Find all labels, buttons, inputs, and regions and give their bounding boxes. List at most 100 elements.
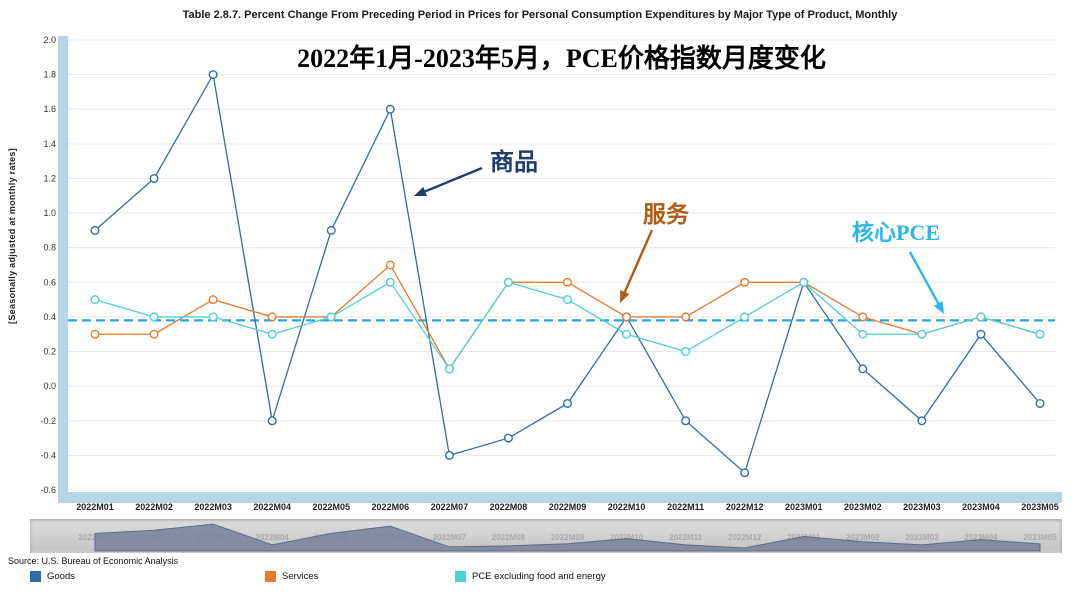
legend-label-goods: Goods <box>47 571 75 582</box>
x-tick-label: 2022M08 <box>490 502 528 512</box>
data-point <box>444 450 454 460</box>
data-point <box>563 277 573 287</box>
legend-label-services: Services <box>282 571 319 582</box>
navigator-series-silhouette <box>94 523 1041 552</box>
data-point <box>385 104 395 114</box>
data-point <box>208 295 218 305</box>
series-markers <box>90 70 1045 478</box>
data-point <box>326 225 336 235</box>
data-point <box>622 329 632 339</box>
x-tick-label: 2022M02 <box>135 502 173 512</box>
chart-header-title: Table 2.8.7. Percent Change From Precedi… <box>182 9 898 21</box>
data-point <box>267 329 277 339</box>
core-pce-swatch-icon <box>455 571 466 582</box>
legend-item-goods[interactable]: Goods <box>30 571 75 582</box>
x-tick-label: 2023M04 <box>962 502 1000 512</box>
data-point <box>976 329 986 339</box>
data-point <box>858 312 868 322</box>
data-point <box>740 277 750 287</box>
data-point <box>858 329 868 339</box>
x-tick-label: 2022M03 <box>194 502 232 512</box>
data-point <box>149 312 159 322</box>
series-line-0 <box>94 72 1041 474</box>
navigator-ghost-label: 2023M05 <box>1023 533 1057 542</box>
data-point <box>917 329 927 339</box>
y-gridlines <box>68 39 1055 491</box>
data-point <box>503 433 513 443</box>
data-point <box>740 468 750 478</box>
data-point <box>208 312 218 322</box>
data-point <box>267 312 277 322</box>
x-tick-label: 2022M10 <box>608 502 646 512</box>
y-tick-label: 1.6 <box>43 104 56 114</box>
services-swatch-icon <box>265 571 276 582</box>
data-point <box>681 312 691 322</box>
series-lines <box>94 72 1041 474</box>
data-point <box>799 277 809 287</box>
data-point <box>326 312 336 322</box>
x-tick-label: 2023M03 <box>903 502 941 512</box>
x-tick-label: 2022M05 <box>312 502 350 512</box>
navigator-ghost-label: 2022M07 <box>433 533 467 542</box>
y-tick-label: 1.2 <box>43 173 56 183</box>
data-point <box>385 260 395 270</box>
goods-swatch-icon <box>30 571 41 582</box>
y-tick-label: 0.2 <box>43 347 56 357</box>
y-tick-label: 0.6 <box>43 277 56 287</box>
legend-item-services[interactable]: Services <box>265 571 318 582</box>
x-tick-label: 2023M02 <box>844 502 882 512</box>
data-point <box>444 364 454 374</box>
navigator-ghost-label: 2022M10 <box>610 533 644 542</box>
y-tick-label: -0.2 <box>40 416 56 426</box>
legend: Goods Services PCE excluding food and en… <box>0 571 1080 593</box>
annotation-2-arrowhead <box>933 301 944 314</box>
data-point <box>149 173 159 183</box>
x-tick-labels: 2022M01 2022M02 2022M03 2022M04 2022M05 2022M… <box>76 502 1059 512</box>
annotation-label-1: 服务 <box>643 202 690 227</box>
y-tick-label: -0.6 <box>40 485 56 495</box>
y-tick-label: -0.4 <box>40 450 56 460</box>
data-point <box>90 329 100 339</box>
data-point <box>858 364 868 374</box>
navigator-ghost-label: 2022M09 <box>551 533 585 542</box>
axis-band-left <box>58 36 68 503</box>
data-point <box>740 312 750 322</box>
y-tick-label: 1.0 <box>43 208 56 218</box>
data-point <box>917 416 927 426</box>
y-tick-label: 2.0 <box>43 35 56 45</box>
y-tick-label: 1.8 <box>43 70 56 80</box>
data-point <box>681 416 691 426</box>
x-tick-label: 2022M11 <box>667 502 704 512</box>
data-point <box>385 277 395 287</box>
data-point <box>563 295 573 305</box>
chart-canvas: 2.0 1.8 1.6 1.4 1.2 1.0 0.8 0.6 0.4 0.2 0.0 -0.2 -0.… <box>40 35 1062 512</box>
data-point <box>1035 329 1045 339</box>
y-tick-label: 0.8 <box>43 243 56 253</box>
y-tick-labels: 2.0 1.8 1.6 1.4 1.2 1.0 0.8 0.6 0.4 0.2 0.0 -0.2 -0.… <box>40 35 56 495</box>
annotation-1-arrowhead <box>620 290 630 303</box>
legend-item-core-pce[interactable]: PCE excluding food and energy <box>455 571 606 582</box>
data-point <box>681 347 691 357</box>
legend-label-core-pce: PCE excluding food and energy <box>472 571 606 582</box>
data-point <box>90 225 100 235</box>
navigator-ghost-label: 2023M03 <box>905 533 939 542</box>
navigator-minimap: 2022M012022M022022M032022M042022M052022M… <box>78 523 1057 552</box>
navigator-ghost-label: 2022M04 <box>256 533 290 542</box>
data-point <box>503 277 513 287</box>
annotation-label-0: 商品 <box>490 148 538 176</box>
navigator-ghost-label: 2022M11 <box>669 533 702 542</box>
source-note: Source: U.S. Bureau of Economic Analysis <box>8 556 179 566</box>
annotation-1-arrow-line <box>623 229 654 294</box>
navigator-ghost-label: 2022M12 <box>728 533 762 542</box>
navigator-ghost-label: 2023M02 <box>846 533 880 542</box>
data-point <box>563 398 573 408</box>
data-point <box>208 70 218 80</box>
data-zoom-navigator[interactable]: 2022M012022M022022M032022M042022M052022M… <box>30 519 1062 553</box>
y-tick-label: 1.4 <box>43 139 56 149</box>
navigator-ghost-label: 2022M08 <box>492 533 526 542</box>
y-tick-label: 0.0 <box>43 381 56 391</box>
annotation-2-arrow-line <box>908 251 940 305</box>
x-tick-label: 2023M05 <box>1021 502 1059 512</box>
navigator-ghost-label: 2023M04 <box>964 533 998 542</box>
